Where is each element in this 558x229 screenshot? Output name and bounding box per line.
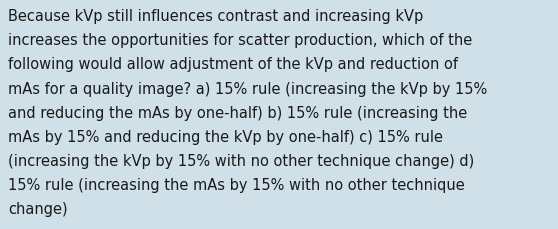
Text: 15% rule (increasing the mAs by 15% with no other technique: 15% rule (increasing the mAs by 15% with… xyxy=(8,177,465,192)
Text: (increasing the kVp by 15% with no other technique change) d): (increasing the kVp by 15% with no other… xyxy=(8,153,475,168)
Text: increases the opportunities for scatter production, which of the: increases the opportunities for scatter … xyxy=(8,33,473,48)
Text: following would allow adjustment of the kVp and reduction of: following would allow adjustment of the … xyxy=(8,57,458,72)
Text: and reducing the mAs by one-half) b) 15% rule (increasing the: and reducing the mAs by one-half) b) 15%… xyxy=(8,105,468,120)
Text: mAs for a quality image? a) 15% rule (increasing the kVp by 15%: mAs for a quality image? a) 15% rule (in… xyxy=(8,81,488,96)
Text: change): change) xyxy=(8,202,68,216)
Text: mAs by 15% and reducing the kVp by one-half) c) 15% rule: mAs by 15% and reducing the kVp by one-h… xyxy=(8,129,444,144)
Text: Because kVp still influences contrast and increasing kVp: Because kVp still influences contrast an… xyxy=(8,9,424,24)
